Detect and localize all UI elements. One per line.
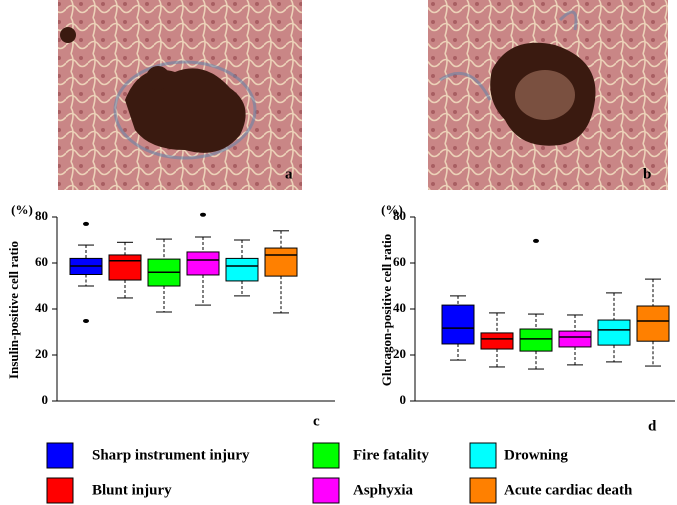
outlier	[533, 238, 539, 243]
legend-label: Sharp instrument injury	[92, 447, 250, 463]
legend-swatch	[469, 442, 497, 469]
box	[519, 328, 553, 352]
panel-label: c	[313, 413, 320, 429]
outlier	[83, 318, 89, 323]
y-tick-label: 80	[35, 208, 48, 223]
box	[636, 305, 670, 342]
legend-label: Fire fatality	[353, 447, 429, 463]
y-tick-label: 40	[35, 300, 48, 315]
y-tick-label: 60	[393, 254, 406, 269]
legend-swatch	[46, 477, 74, 504]
y-tick-label: 20	[35, 346, 48, 361]
outlier	[200, 212, 206, 217]
y-tick-label: 60	[35, 254, 48, 269]
legend-swatch	[46, 442, 74, 469]
y-unit: (%)	[381, 202, 403, 217]
y-tick-label: 0	[400, 392, 407, 407]
box	[558, 330, 592, 348]
box	[441, 304, 475, 345]
legend-swatch	[312, 442, 340, 469]
panel-label: d	[648, 418, 657, 434]
legend-swatch	[312, 477, 340, 504]
legend-label: Asphyxia	[353, 482, 414, 498]
legend-label: Drowning	[504, 447, 568, 463]
box	[225, 257, 259, 282]
y-tick-label: 20	[393, 346, 406, 361]
y-tick-label: 80	[393, 208, 406, 223]
micrograph-a	[58, 0, 302, 190]
box	[264, 247, 298, 277]
y-axis-label: Glucagon-positive cell ratio	[379, 234, 394, 386]
legend-swatch	[469, 477, 497, 504]
panel-label: a	[285, 166, 293, 182]
box	[597, 319, 631, 346]
outlier	[83, 221, 89, 226]
y-axis-label: Insulin-positive cell ratio	[6, 241, 21, 379]
micrograph-b	[428, 0, 668, 190]
y-tick-label: 0	[42, 392, 49, 407]
legend-label: Acute cardiac death	[504, 482, 633, 498]
y-unit: (%)	[11, 202, 33, 217]
box	[186, 251, 220, 276]
box	[108, 254, 142, 281]
legend-label: Blunt injury	[92, 482, 172, 498]
box	[480, 332, 514, 350]
panel-label: b	[643, 166, 651, 182]
y-tick-label: 40	[393, 300, 406, 315]
